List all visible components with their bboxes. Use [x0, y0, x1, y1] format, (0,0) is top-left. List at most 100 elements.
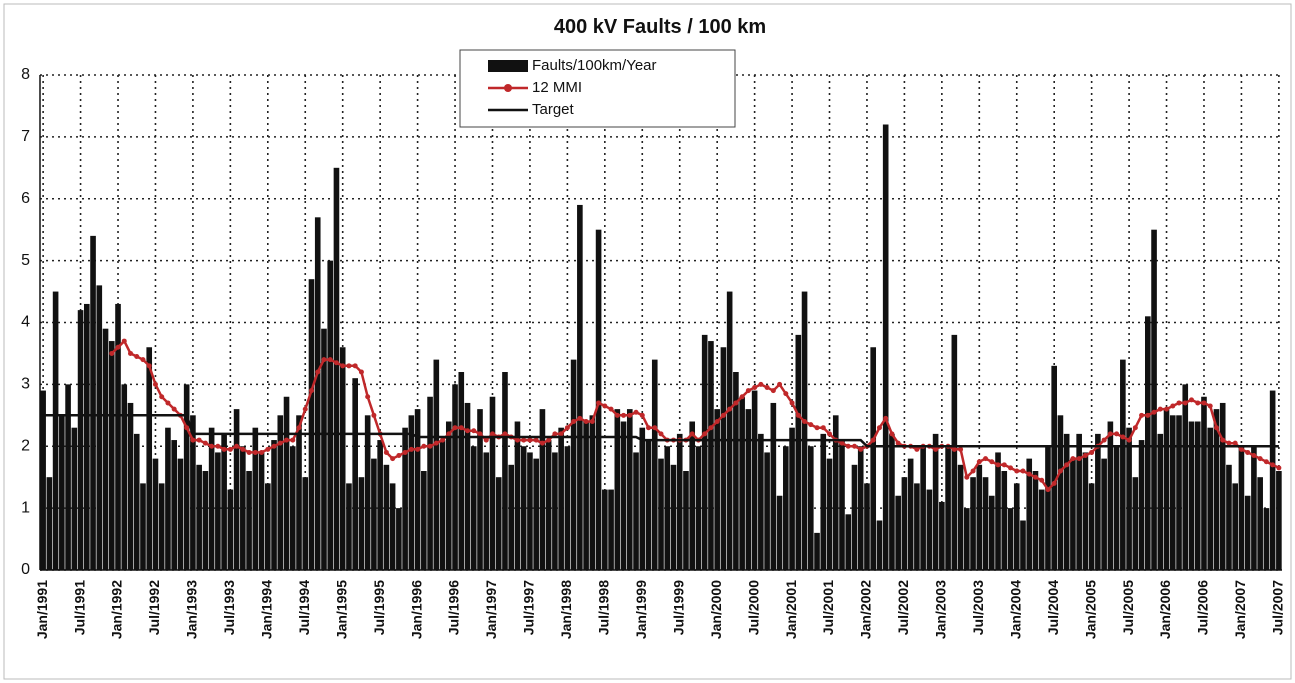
- bar: [439, 440, 446, 570]
- line-marker: [739, 394, 745, 400]
- line-marker: [883, 415, 889, 421]
- x-tick-label: Jul/1995: [371, 580, 387, 635]
- bar: [1038, 489, 1045, 570]
- line-marker: [452, 425, 458, 431]
- bar: [489, 396, 496, 570]
- bar: [364, 415, 371, 570]
- bar: [1269, 390, 1276, 570]
- bar: [708, 341, 714, 570]
- bar: [1145, 316, 1151, 570]
- line-marker: [795, 412, 801, 418]
- bar: [670, 464, 677, 570]
- bar: [1251, 446, 1257, 570]
- line-marker: [302, 406, 308, 412]
- line-marker: [1220, 437, 1226, 443]
- line-marker: [383, 449, 389, 455]
- bar: [1113, 446, 1120, 570]
- bar: [882, 124, 889, 570]
- line-marker: [1226, 440, 1232, 446]
- bar: [533, 458, 539, 570]
- bar: [1219, 402, 1226, 570]
- bar: [165, 427, 171, 570]
- line-marker: [814, 425, 820, 431]
- line-marker: [976, 459, 982, 465]
- bar: [333, 167, 340, 570]
- line-marker: [489, 431, 495, 437]
- bar: [1263, 508, 1270, 570]
- bar: [158, 483, 165, 570]
- line-marker: [1257, 456, 1263, 462]
- x-tick-label: Jan/1997: [483, 580, 499, 639]
- line-marker: [483, 437, 489, 443]
- line-marker: [1263, 459, 1269, 465]
- bar: [951, 334, 958, 570]
- line-marker: [1182, 400, 1188, 406]
- bar: [720, 347, 727, 570]
- line-marker: [533, 437, 539, 443]
- bar: [296, 415, 302, 570]
- bar: [970, 477, 976, 570]
- bar: [733, 372, 739, 570]
- bar: [408, 415, 415, 570]
- bar: [570, 359, 577, 570]
- bar: [1232, 483, 1238, 570]
- x-tick-label: Jan/1996: [408, 580, 424, 639]
- line-2: [43, 414, 1279, 448]
- bar: [851, 464, 858, 570]
- legend-swatch: [488, 60, 528, 72]
- line-marker: [1195, 400, 1201, 406]
- bar: [65, 384, 71, 570]
- bar: [527, 452, 533, 570]
- bar: [520, 446, 527, 570]
- line-marker: [252, 449, 258, 455]
- line-marker: [1232, 440, 1238, 446]
- bar: [84, 303, 90, 570]
- line-marker: [727, 406, 733, 412]
- bar: [427, 396, 433, 570]
- bar: [776, 495, 783, 570]
- line-marker: [1045, 487, 1051, 493]
- bar: [988, 495, 995, 570]
- bar: [1138, 440, 1145, 570]
- bar: [857, 446, 864, 570]
- bar: [314, 217, 321, 570]
- bar: [102, 328, 109, 570]
- line-marker: [714, 419, 720, 424]
- bar: [1076, 433, 1082, 570]
- y-tick-label: 7: [21, 128, 30, 145]
- bar: [1095, 433, 1101, 570]
- bar: [1163, 409, 1170, 570]
- bar: [402, 427, 408, 570]
- line-marker: [783, 391, 789, 397]
- bar: [876, 520, 883, 570]
- line-marker: [109, 350, 115, 356]
- line-marker: [402, 449, 408, 455]
- bar: [982, 477, 989, 570]
- bar: [52, 291, 59, 570]
- line-marker: [889, 431, 895, 437]
- x-tick-label: Jan/1991: [34, 580, 50, 639]
- y-tick-label: 1: [21, 499, 30, 516]
- bar: [870, 347, 877, 570]
- bar: [1132, 477, 1139, 570]
- bar: [470, 446, 477, 570]
- line-marker: [215, 443, 221, 449]
- bar: [832, 415, 839, 570]
- line-marker: [458, 425, 464, 431]
- bar: [171, 440, 177, 570]
- x-tick-label: Jan/1998: [558, 580, 574, 639]
- bar: [1013, 483, 1020, 570]
- line-marker: [758, 381, 764, 387]
- bar: [633, 452, 639, 570]
- bar: [308, 279, 315, 570]
- x-tick-label: Jan/1994: [259, 580, 275, 639]
- bar: [1007, 508, 1014, 570]
- bar: [539, 409, 546, 570]
- line-marker: [1014, 468, 1020, 474]
- bar: [258, 452, 265, 570]
- bar: [932, 433, 939, 570]
- y-tick-label: 4: [21, 314, 30, 331]
- bar: [608, 489, 614, 570]
- line-marker: [571, 419, 577, 424]
- x-tick-label: Jan/1999: [633, 580, 649, 639]
